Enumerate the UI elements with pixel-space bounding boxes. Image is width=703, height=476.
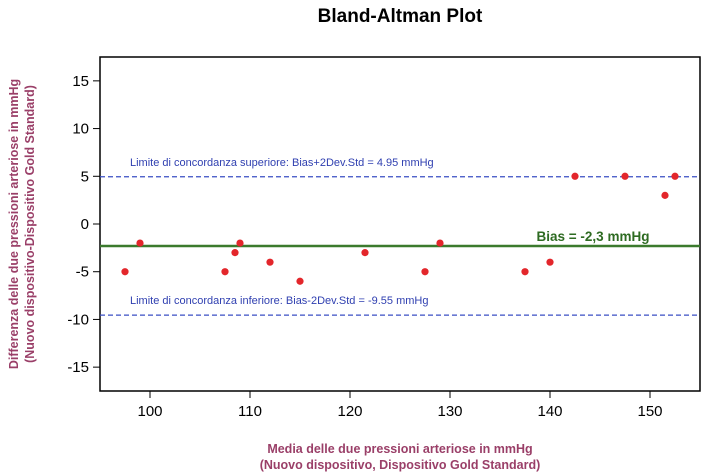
data-point [661,191,669,199]
data-point [266,258,274,266]
data-point [621,172,629,180]
x-tick-label: 130 [437,403,462,420]
y-tick-label: -15 [67,359,89,376]
data-point [221,268,229,276]
lower-limit-label: Limite di concordanza inferiore: Bias-2D… [130,295,428,307]
y-tick-label: -10 [67,311,89,328]
bias-label: Bias = -2,3 mmHg [537,229,650,244]
reference-lines: Limite di concordanza superiore: Bias+2D… [100,157,700,316]
data-point [421,268,429,276]
x-axis: 100 110 120 130 140 150 [137,391,663,420]
y-tick-label: 15 [72,73,89,90]
x-tick-label: 110 [238,403,262,420]
data-point [436,239,444,247]
x-tick-label: 120 [337,403,362,420]
y-tick-label: 10 [72,121,89,138]
data-point [121,268,129,276]
data-point [521,268,529,276]
data-point [361,249,369,257]
chart-title: Bland-Altman Plot [318,6,483,27]
data-point [236,239,244,247]
y-axis-label-line1: Differenza delle due pressioni arteriose… [7,79,21,369]
y-axis-label-line2: (Nuovo dispositivo-Dispositivo Gold Stan… [23,85,37,363]
y-axis: -15 -10 -5 0 5 10 15 [67,73,100,376]
data-point [571,172,579,180]
data-point [136,239,144,247]
plot-frame [99,56,701,392]
data-point [671,172,679,180]
data-point [296,277,304,285]
x-axis-label-line1: Media delle due pressioni arteriose in m… [267,442,532,456]
y-tick-label: 5 [81,168,89,185]
x-tick-label: 100 [137,403,162,420]
y-tick-label: 0 [81,216,89,233]
upper-limit-label: Limite di concordanza superiore: Bias+2D… [130,157,434,169]
data-point [546,258,554,266]
data-point [231,249,239,257]
x-axis-label-line2: (Nuovo dispositivo, Dispositivo Gold Sta… [260,458,541,472]
y-tick-label: -5 [76,264,89,281]
x-tick-label: 150 [637,403,662,420]
data-points [121,172,679,285]
x-tick-label: 140 [537,403,562,420]
